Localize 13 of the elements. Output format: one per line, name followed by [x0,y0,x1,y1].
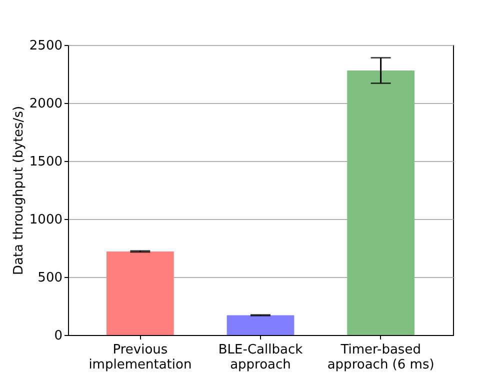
y-tick-label: 1500 [29,154,62,170]
y-tick-label: 2000 [29,96,62,112]
x-tick-label: Timer-based approach (6 ms) [327,342,434,372]
y-axis-title: Data throughput (bytes/s) [11,106,26,276]
y-tick-label: 0 [54,328,62,344]
bar [106,251,174,335]
bar [226,315,294,335]
x-tick-label: BLE-Callback approach [218,342,304,372]
bar [347,70,414,335]
y-tick-label: 1000 [29,212,62,228]
x-tick-label: Previous implementation [88,342,192,372]
y-tick-label: 500 [38,270,62,286]
y-tick-label: 2500 [29,38,62,54]
